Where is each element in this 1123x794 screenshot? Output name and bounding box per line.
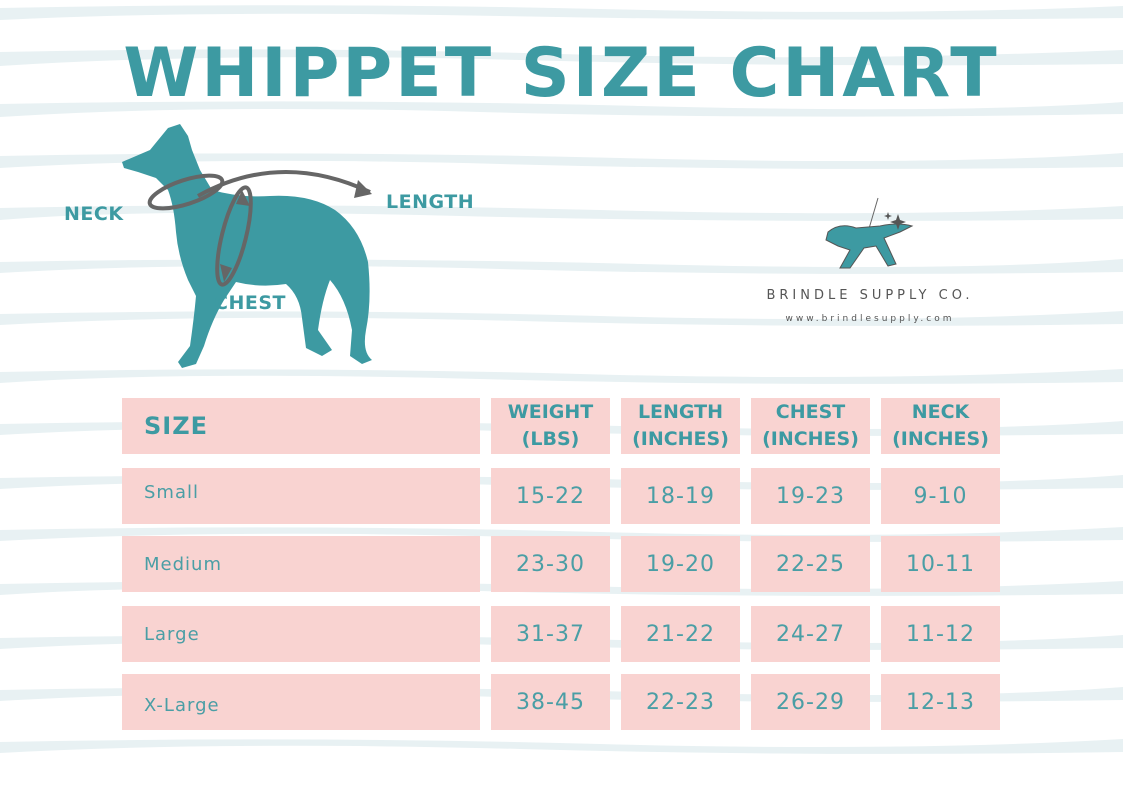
row-small-size: Small [122, 468, 480, 524]
header-chest-line2: (INCHES) [762, 428, 859, 450]
header-weight: WEIGHT (LBS) [491, 398, 610, 454]
length-label: LENGTH [386, 191, 475, 213]
brand-name: BRINDLE SUPPLY CO. [766, 288, 974, 303]
header-length-line2: (INCHES) [632, 428, 729, 450]
header-length-line1: LENGTH [637, 401, 724, 423]
row-xlarge-length: 22-23 [621, 674, 740, 730]
row-large-chest: 24-27 [751, 606, 870, 662]
length-arrow [197, 170, 371, 198]
brand-logo [825, 197, 914, 269]
header-neck-line2: (INCHES) [892, 428, 989, 450]
row-xlarge-size: X-Large [122, 674, 480, 730]
row-small-neck: 9-10 [881, 468, 1000, 524]
row-large-length: 21-22 [621, 606, 740, 662]
neck-loop [147, 173, 225, 211]
row-small-chest: 19-23 [751, 468, 870, 524]
header-chest-line1: CHEST [775, 401, 846, 423]
header-neck: NECK (INCHES) [881, 398, 1000, 454]
row-small-length: 18-19 [621, 468, 740, 524]
header-neck-line1: NECK [911, 401, 970, 423]
row-small-weight: 15-22 [491, 468, 610, 524]
row-medium-neck: 10-11 [881, 536, 1000, 592]
brand-url: www.brindlesupply.com [785, 314, 955, 324]
whippet-silhouette [122, 124, 372, 368]
header-size: SIZE [122, 398, 480, 454]
header-size-label: SIZE [144, 411, 209, 440]
chest-label: CHEST [214, 292, 286, 314]
header-weight-line2: (LBS) [521, 428, 580, 450]
row-medium-size: Medium [122, 536, 480, 592]
row-xlarge-weight: 38-45 [491, 674, 610, 730]
row-medium-chest: 22-25 [751, 536, 870, 592]
row-xlarge-chest: 26-29 [751, 674, 870, 730]
row-medium-weight: 23-30 [491, 536, 610, 592]
header-chest: CHEST (INCHES) [751, 398, 870, 454]
row-large-neck: 11-12 [881, 606, 1000, 662]
measurement-arrows [147, 170, 372, 287]
header-weight-line1: WEIGHT [507, 401, 594, 423]
page-title: WHIPPET SIZE CHART [123, 34, 1000, 113]
row-large-size: Large [122, 606, 480, 662]
chest-loop [215, 185, 253, 287]
row-xlarge-neck: 12-13 [881, 674, 1000, 730]
row-large-weight: 31-37 [491, 606, 610, 662]
row-medium-length: 19-20 [621, 536, 740, 592]
header-length: LENGTH (INCHES) [621, 398, 740, 454]
neck-label: NECK [64, 203, 124, 225]
